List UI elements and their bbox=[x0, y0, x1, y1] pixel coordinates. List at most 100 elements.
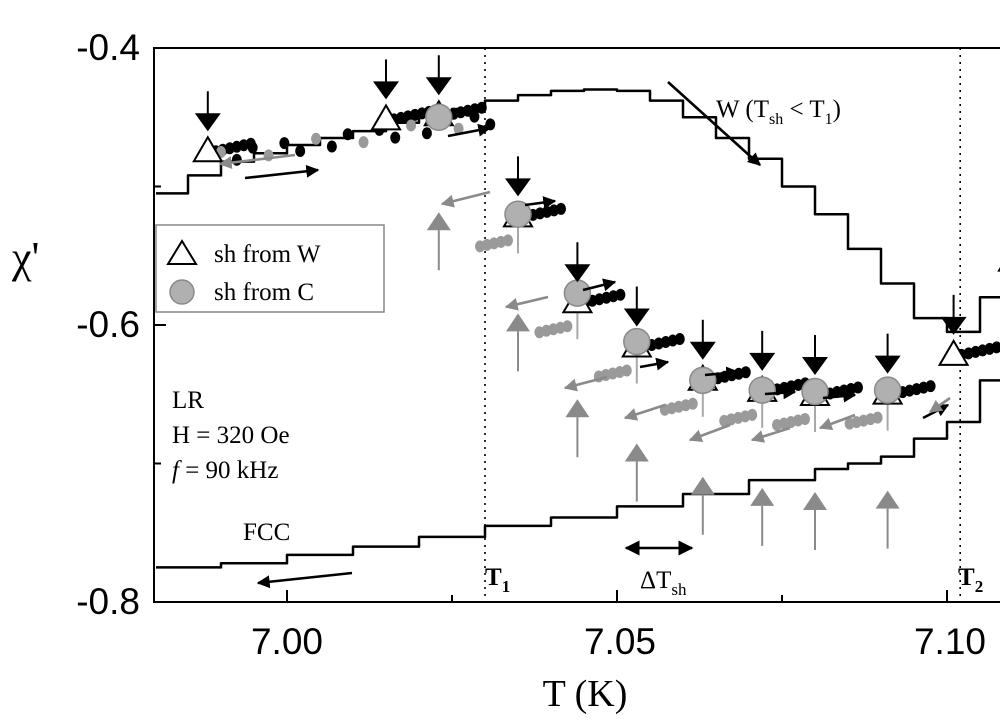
y-tick-label-0: -0.4 bbox=[76, 27, 140, 68]
w-label-sub2: 1 bbox=[825, 111, 833, 128]
down-arrow-head bbox=[194, 113, 221, 132]
curve-w bbox=[156, 88, 1000, 334]
down-arrow-head bbox=[940, 316, 967, 335]
data-points bbox=[192, 99, 1000, 433]
early-point bbox=[342, 128, 353, 141]
sweep-arrow bbox=[750, 426, 791, 443]
warming-point bbox=[853, 381, 863, 394]
cooling-point bbox=[534, 326, 545, 339]
t2-main: T bbox=[958, 564, 975, 591]
up-arrow-head bbox=[624, 443, 649, 462]
sweep-arrow bbox=[504, 295, 549, 311]
down-arrow-head bbox=[564, 264, 591, 283]
cooling-point bbox=[772, 419, 782, 432]
cooling-point bbox=[844, 417, 855, 430]
t2-label: T2 bbox=[958, 564, 983, 596]
down-arrow-head bbox=[689, 341, 716, 360]
w-label: W (Tsh < T1) bbox=[716, 96, 841, 128]
early-point bbox=[453, 122, 464, 135]
marker-sh-from-c bbox=[801, 377, 829, 406]
legend-box bbox=[155, 224, 385, 313]
down-arrow-head bbox=[505, 178, 531, 197]
early-point bbox=[358, 136, 369, 149]
y-tick-label-1: -0.6 bbox=[76, 304, 140, 345]
frequency-label: f = 90 kHz bbox=[172, 457, 278, 484]
up-arrow-head bbox=[506, 313, 530, 332]
x-axis-label: T (K) bbox=[543, 673, 628, 715]
y-tick-label-2: -0.8 bbox=[76, 581, 140, 622]
early-point bbox=[247, 141, 258, 154]
legend: sh from W sh from C bbox=[155, 224, 385, 313]
annotations: LR H = 320 Oe f = 90 kHz FCC W (Tsh < T1… bbox=[172, 96, 983, 599]
sweep-arrow bbox=[688, 423, 731, 442]
sweep-arrow bbox=[704, 366, 740, 380]
dtsh-main: ΔT bbox=[640, 567, 671, 594]
marker-sh-from-w bbox=[370, 103, 402, 131]
frequency-value: = 90 kHz bbox=[185, 457, 278, 484]
early-point bbox=[295, 144, 306, 157]
marker-sh-from-c bbox=[623, 327, 651, 356]
sweep-arrows bbox=[218, 81, 951, 589]
early-point bbox=[469, 110, 480, 123]
dtsh-label: ΔTsh bbox=[640, 567, 687, 599]
marker-sh-from-c bbox=[748, 376, 776, 404]
marker-sh-from-c bbox=[873, 376, 902, 404]
legend-label-w: sh from W bbox=[214, 241, 321, 268]
up-arrow-head bbox=[565, 399, 590, 418]
y-axis-label: χ' bbox=[11, 233, 39, 282]
marker-sh-from-w bbox=[937, 338, 970, 366]
w-label-main: W (T bbox=[716, 96, 769, 123]
frequency-symbol: f bbox=[172, 457, 182, 484]
fcc-label: FCC bbox=[243, 519, 290, 546]
down-arrow-head bbox=[749, 352, 776, 371]
marker-sh-from-w bbox=[192, 135, 224, 163]
sweep-arrow bbox=[928, 396, 951, 414]
warming-point bbox=[991, 341, 1000, 354]
x-tick-label-1: 7.05 bbox=[584, 621, 656, 662]
down-arrow-head bbox=[874, 355, 901, 374]
field-label: H = 320 Oe bbox=[172, 422, 290, 449]
marker-sh-from-c bbox=[563, 279, 592, 307]
sweep-arrow bbox=[639, 357, 670, 371]
t1-sub: 1 bbox=[502, 577, 511, 596]
t1-main: T bbox=[485, 564, 502, 591]
early-point bbox=[390, 131, 401, 144]
cooling-point bbox=[475, 240, 485, 253]
cooling-point bbox=[719, 414, 730, 427]
down-arrow-head bbox=[373, 81, 399, 100]
curve-fcc bbox=[156, 379, 1000, 569]
warming-point bbox=[476, 101, 487, 114]
curves bbox=[156, 88, 1000, 569]
sweep-arrow bbox=[818, 413, 856, 431]
warming-point bbox=[925, 380, 936, 393]
sweep-arrow bbox=[667, 81, 761, 166]
x-tick-label-2: 7.10 bbox=[914, 621, 986, 662]
sweep-arrow bbox=[244, 164, 320, 180]
warming-point bbox=[556, 202, 566, 215]
dtsh-sub: sh bbox=[671, 580, 687, 599]
up-arrow-head bbox=[803, 492, 827, 511]
legend-label-c: sh from C bbox=[214, 279, 314, 306]
t1-label: T1 bbox=[485, 564, 510, 596]
down-arrow-head bbox=[623, 308, 650, 327]
sweep-arrow bbox=[822, 389, 857, 403]
legend-marker-c bbox=[169, 279, 195, 305]
shift-arrows bbox=[194, 55, 967, 551]
sweep-arrow bbox=[563, 375, 608, 392]
up-arrow-head bbox=[750, 487, 775, 506]
tick-labels: -0.4 -0.6 -0.8 7.00 7.05 7.10 bbox=[76, 27, 986, 662]
x-tick-label-0: 7.00 bbox=[251, 621, 323, 662]
reference-lines bbox=[484, 48, 962, 602]
sweep-arrow bbox=[524, 196, 557, 209]
sweep-arrow bbox=[447, 123, 492, 138]
up-arrow-head bbox=[690, 476, 715, 495]
w-label-sub: sh bbox=[769, 111, 783, 128]
w-label-close: ) bbox=[833, 96, 841, 123]
up-arrow-head bbox=[875, 490, 900, 509]
warming-point bbox=[674, 333, 685, 346]
legend-marker-w bbox=[166, 239, 198, 265]
marker-sh-from-c bbox=[504, 200, 532, 228]
early-point bbox=[406, 119, 417, 132]
sweep-arrow bbox=[440, 190, 491, 208]
